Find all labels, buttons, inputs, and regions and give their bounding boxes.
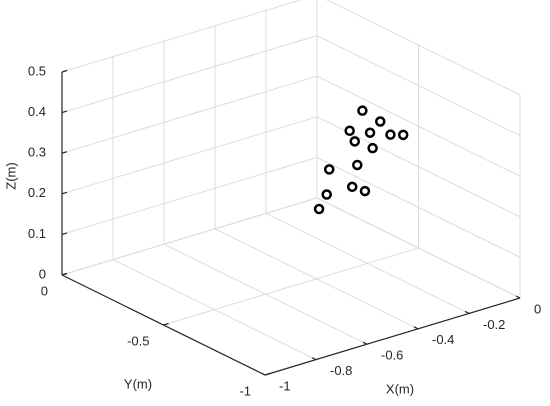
x-tick (515, 295, 521, 299)
x-tick (464, 310, 470, 314)
point (364, 127, 376, 138)
x-tick (260, 372, 266, 376)
x-tick-label: 0 (534, 301, 541, 316)
x-tick (362, 341, 368, 345)
grid-line (316, 75, 521, 177)
point (352, 159, 363, 171)
y-tick (163, 322, 169, 326)
grid-line (326, 0, 521, 96)
z-tick-label: 0.5 (28, 63, 46, 78)
grid-line (61, 116, 318, 195)
point (397, 129, 409, 141)
y-tick-label: -1 (239, 383, 251, 398)
x-tick-label: -1 (279, 378, 291, 393)
y-tick (61, 272, 68, 276)
point (349, 136, 360, 147)
z-tick (61, 69, 68, 73)
z-axis-label: Z(m) (3, 162, 18, 189)
grid-line (61, 197, 318, 276)
x-tick (413, 326, 419, 330)
point (375, 116, 386, 127)
z-tick-label: 0 (39, 266, 46, 281)
grid-line (316, 35, 521, 137)
grid-line (61, 75, 318, 154)
x-tick-label: -0.8 (330, 363, 352, 378)
y-tick-label: -0.5 (127, 333, 149, 348)
grid-line (61, 35, 318, 114)
point (321, 189, 332, 200)
point (367, 142, 378, 154)
x-tick (311, 357, 317, 361)
point (313, 203, 325, 215)
z-tick (61, 191, 68, 195)
x-axis (264, 297, 521, 376)
z-tick-label: 0.2 (28, 185, 46, 200)
grid-line (316, 156, 521, 258)
grid-line (61, 156, 318, 235)
point (359, 185, 371, 197)
x-tick-label: -0.6 (381, 348, 403, 363)
y-tick-label: 0 (41, 283, 48, 298)
point (344, 125, 355, 136)
point (324, 164, 335, 175)
z-tick (61, 110, 68, 114)
z-tick-label: 0.1 (28, 226, 46, 241)
x-tick-label: -0.2 (483, 317, 505, 332)
grid-line (61, 0, 303, 73)
x-tick-label: -0.4 (432, 332, 454, 347)
z-tick (61, 151, 68, 154)
x-axis-label: X(m) (386, 381, 414, 396)
point (385, 129, 396, 140)
y-axis-label: Y(m) (124, 376, 152, 391)
z-tick-label: 0.4 (28, 104, 46, 119)
z-tick-label: 0.3 (28, 145, 46, 160)
y-tick (264, 372, 271, 376)
point (357, 105, 368, 116)
point (346, 181, 358, 193)
z-tick (61, 232, 68, 235)
grid-line (163, 247, 419, 326)
grid-line (316, 197, 521, 299)
